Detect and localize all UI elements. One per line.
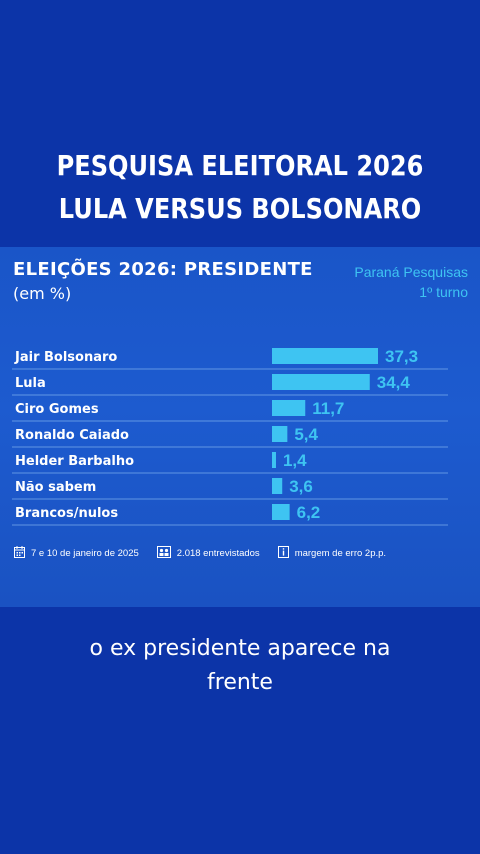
category-label-5: Não sabem xyxy=(15,480,96,495)
chart-title: ELEIÇÕES 2026: PRESIDENTE xyxy=(13,259,313,280)
bar-3 xyxy=(272,426,288,442)
footer-margin: margem de erro 2p.p. xyxy=(277,545,387,561)
value-label-3: 5,4 xyxy=(294,425,318,444)
caption-line-2: frente xyxy=(207,670,273,695)
headline-line-2: LULA VERSUS BOLSONARO xyxy=(58,192,422,225)
category-label-2: Ciro Gomes xyxy=(15,402,99,417)
category-label-4: Helder Barbalho xyxy=(15,454,134,469)
footer-interviews-text: 2.018 entrevistados xyxy=(176,547,260,559)
footer-margin-text: margem de erro 2p.p. xyxy=(294,547,387,559)
source-round: 1º turno xyxy=(419,284,468,300)
bar-chart: Jair Bolsonaro 37,3 Lula 34,4 Ciro Gomes 11,7… xyxy=(12,347,448,526)
bar-6 xyxy=(272,504,290,520)
bar-5 xyxy=(272,478,283,494)
caption: o ex presidente aparece na frente xyxy=(20,632,460,700)
footer-date: 7 e 10 de janeiro de 2025 xyxy=(14,545,139,561)
value-label-1: 34,4 xyxy=(377,373,411,392)
chart-footer: 7 e 10 de janeiro de 2025 2.018 entrevis… xyxy=(14,545,470,561)
source-name: Paraná Pesquisas xyxy=(354,264,468,280)
chart-subtitle: (em %) xyxy=(13,284,72,303)
bar-4 xyxy=(272,452,276,468)
value-label-0: 37,3 xyxy=(385,347,418,366)
value-label-2: 11,7 xyxy=(312,399,344,418)
bar-2 xyxy=(272,400,306,416)
people-icon xyxy=(156,545,171,561)
value-label-6: 6,2 xyxy=(297,503,321,522)
category-label-6: Brancos/nulos xyxy=(15,506,118,521)
calendar-icon xyxy=(14,545,25,561)
chart-panel: ELEIÇÕES 2026: PRESIDENTE (em %) Paraná … xyxy=(0,247,480,607)
value-label-4: 1,4 xyxy=(283,451,307,470)
headline: PESQUISA ELEITORAL 2026 LULA VERSUS BOLS… xyxy=(34,144,447,230)
category-label-0: Jair Bolsonaro xyxy=(14,350,117,365)
footer-interviews: 2.018 entrevistados xyxy=(156,545,260,561)
footer-date-text: 7 e 10 de janeiro de 2025 xyxy=(31,547,139,559)
category-label-3: Ronaldo Caiado xyxy=(15,428,129,443)
caption-line-1: o ex presidente aparece na xyxy=(89,636,391,661)
info-icon xyxy=(277,545,289,561)
headline-line-1: PESQUISA ELEITORAL 2026 xyxy=(56,149,424,182)
category-label-1: Lula xyxy=(15,376,46,391)
chart-source: Paraná Pesquisas 1º turno xyxy=(354,262,468,302)
value-label-5: 3,6 xyxy=(289,477,313,496)
bar-1 xyxy=(272,374,370,390)
bar-0 xyxy=(272,348,378,364)
